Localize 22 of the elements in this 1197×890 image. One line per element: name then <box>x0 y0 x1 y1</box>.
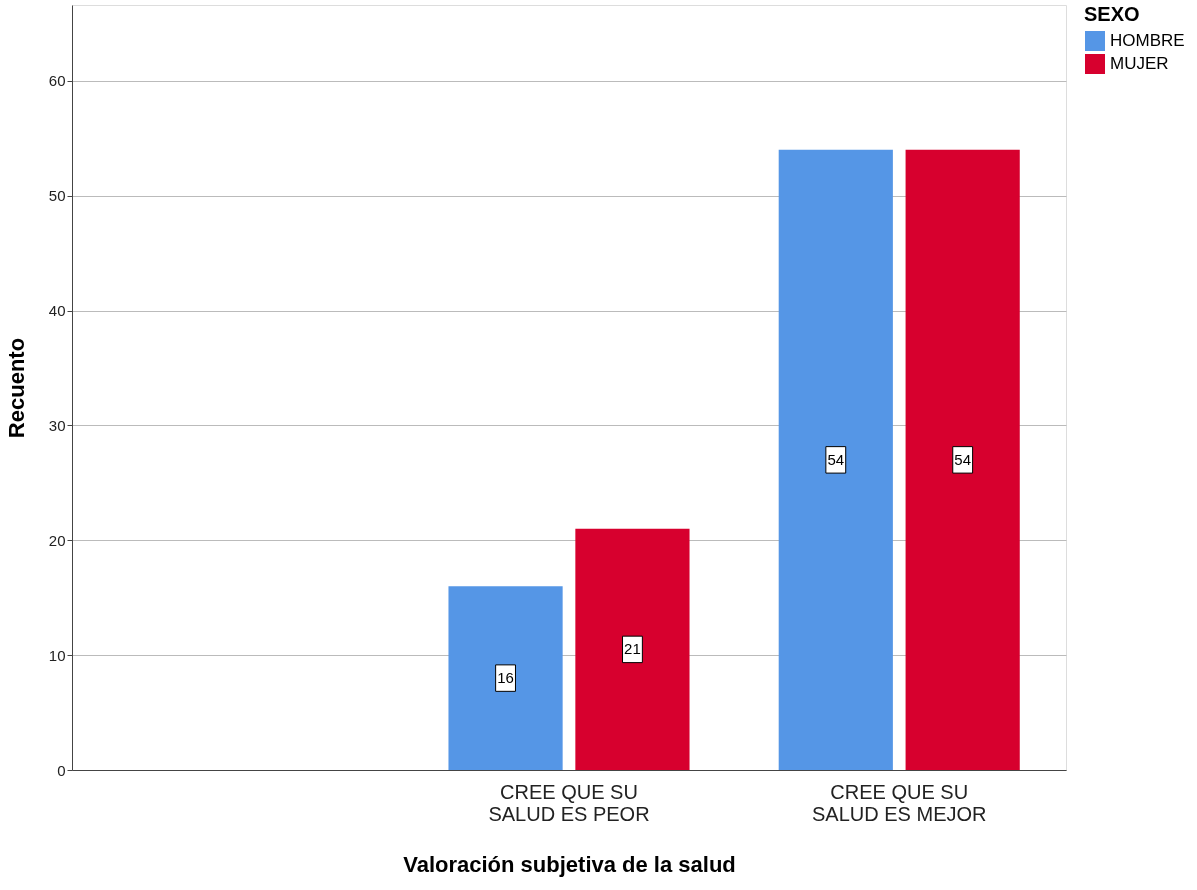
data-label: 16 <box>497 669 514 687</box>
bar <box>575 528 690 770</box>
legend-label: HOMBRE <box>1110 31 1185 50</box>
data-label: 54 <box>954 450 972 468</box>
y-tick-label: 40 <box>48 302 66 320</box>
y-axis-title: Recuento <box>3 337 29 439</box>
x-axis-title: Valoración subjetiva de la salud <box>403 851 736 877</box>
bar <box>778 149 893 770</box>
data-label: 21 <box>624 640 641 658</box>
bar <box>905 149 1020 770</box>
y-tick-label: 50 <box>48 187 66 205</box>
legend-title: SEXO <box>1084 3 1140 25</box>
y-tick-label: 60 <box>48 72 66 90</box>
bar <box>448 586 563 770</box>
data-label: 54 <box>827 450 845 468</box>
y-tick-label: 30 <box>48 416 66 434</box>
legend-label: MUJER <box>1110 54 1169 73</box>
y-tick-label: 10 <box>48 646 66 664</box>
x-tick-label: CREE QUE SU SALUD ES PEOR <box>488 780 650 825</box>
y-tick-label: 0 <box>57 761 66 779</box>
y-tick-label: 20 <box>48 531 66 549</box>
x-tick-label: CREE QUE SU SALUD ES MEJOR <box>811 780 987 825</box>
